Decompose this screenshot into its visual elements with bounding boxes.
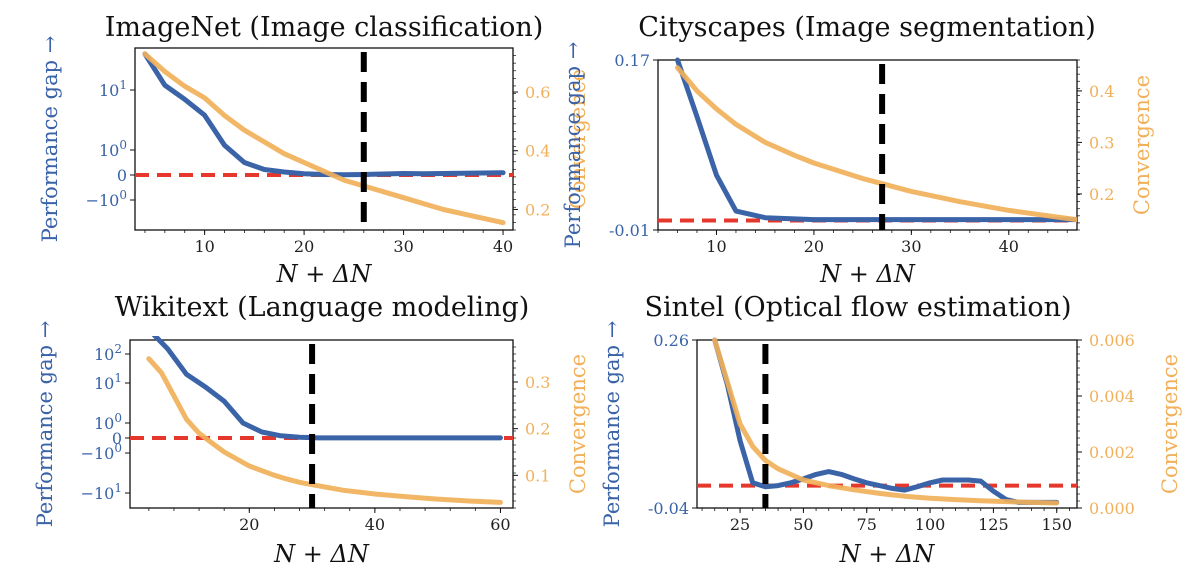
plot-data bbox=[130, 336, 513, 508]
chart-title: Sintel (Optical flow estimation) bbox=[644, 292, 1071, 323]
x-tick-label: 10 bbox=[194, 237, 214, 256]
right-tick-label: 0.006 bbox=[1089, 331, 1135, 350]
x-tick-label: 30 bbox=[393, 237, 413, 256]
left-tick-label: -0.01 bbox=[609, 221, 650, 240]
left-tick-label: 101 bbox=[99, 78, 127, 100]
x-tick-label: 60 bbox=[490, 515, 510, 534]
right-tick-label: 0.004 bbox=[1089, 387, 1135, 406]
right-tick-label: 0.2 bbox=[525, 420, 550, 439]
x-tick-label: 40 bbox=[365, 515, 385, 534]
x-tick-label: 20 bbox=[294, 237, 314, 256]
chart-title: Cityscapes (Image segmentation) bbox=[638, 12, 1096, 43]
x-tick-label: 20 bbox=[239, 515, 259, 534]
chart-title: Wikitext (Language modeling) bbox=[115, 292, 530, 323]
left-tick-label: 102 bbox=[94, 342, 122, 364]
left-tick-label: 101 bbox=[94, 371, 122, 393]
right-tick-label: 0.2 bbox=[525, 200, 550, 219]
convergence-line bbox=[142, 51, 506, 226]
performance-gap-line bbox=[142, 51, 506, 178]
left-tick-label: −101 bbox=[81, 481, 122, 503]
x-tick-label: 75 bbox=[857, 515, 877, 534]
right-tick-label: 0.2 bbox=[1089, 185, 1114, 204]
left-tick-label: 100 bbox=[94, 411, 122, 433]
x-tick-label: 30 bbox=[901, 237, 921, 256]
convergence-line bbox=[712, 337, 1060, 506]
left-tick-label: −100 bbox=[86, 188, 127, 210]
plot-data bbox=[697, 337, 1077, 508]
left-tick-label: −100 bbox=[81, 441, 122, 463]
plot-data bbox=[135, 51, 513, 230]
left-tick-label: 0.26 bbox=[653, 331, 689, 350]
performance-gap-line bbox=[712, 337, 1060, 505]
x-axis-label: N + ΔN bbox=[839, 540, 936, 568]
right-tick-label: 0.6 bbox=[525, 83, 550, 102]
plot-frame bbox=[134, 47, 514, 231]
y-axis-label-right: Convergence bbox=[566, 69, 590, 209]
right-tick-label: 0.002 bbox=[1089, 443, 1135, 462]
x-tick-label: 150 bbox=[1041, 515, 1072, 534]
y-axis-label-left: Performance gap → bbox=[561, 42, 585, 249]
x-tick-label: 40 bbox=[493, 237, 513, 256]
x-tick-label: 25 bbox=[730, 515, 750, 534]
x-tick-label: 50 bbox=[793, 515, 813, 534]
plot-frame bbox=[657, 59, 1078, 231]
right-tick-label: 0.4 bbox=[1089, 82, 1114, 101]
left-tick-label: 0 bbox=[117, 166, 127, 185]
left-tick-label: 0.17 bbox=[614, 51, 650, 70]
right-tick-label: 0.3 bbox=[525, 373, 550, 392]
x-tick-label: 10 bbox=[706, 237, 726, 256]
right-tick-label: 0.1 bbox=[525, 466, 550, 485]
y-axis-label-right: Convergence bbox=[566, 354, 590, 494]
left-tick-label: 100 bbox=[99, 138, 127, 160]
right-tick-label: 0.4 bbox=[525, 142, 550, 161]
y-axis-label-right: Convergence bbox=[1130, 75, 1154, 215]
chart-panel-1: ImageNet (Image classification) 10 20 30 40 N… bbox=[38, 12, 590, 288]
convergence-line bbox=[146, 356, 503, 505]
x-tick-label: 40 bbox=[999, 237, 1019, 256]
y-axis-label-left: Performance gap → bbox=[38, 36, 62, 243]
chart-panel-4: Sintel (Optical flow estimation) 25 50 75 10… bbox=[600, 292, 1182, 568]
plot-data bbox=[658, 57, 1077, 230]
left-tick-label: -0.04 bbox=[648, 499, 689, 518]
x-axis-label: N + ΔN bbox=[273, 540, 370, 568]
y-axis-label-left: Performance gap → bbox=[600, 321, 624, 528]
performance-gap-line bbox=[151, 336, 503, 441]
chart-title: ImageNet (Image classification) bbox=[105, 12, 544, 43]
x-tick-label: 20 bbox=[804, 237, 824, 256]
chart-panel-3: Wikitext (Language modeling) 20 40 60 N + ΔN… bbox=[33, 292, 590, 568]
x-tick-label: 125 bbox=[978, 515, 1009, 534]
performance-gap-line bbox=[675, 57, 1077, 223]
right-tick-label: 0.000 bbox=[1089, 499, 1135, 518]
left-tick-label: 0 bbox=[112, 429, 122, 448]
x-tick-label: 100 bbox=[915, 515, 946, 534]
convergence-line bbox=[675, 65, 1077, 223]
right-tick-label: 0.3 bbox=[1089, 133, 1114, 152]
y-axis-label-left: Performance gap → bbox=[33, 321, 57, 528]
chart-panel-2: Cityscapes (Image segmentation) 10 20 30 40 N… bbox=[561, 12, 1154, 288]
x-axis-label: N + ΔN bbox=[819, 260, 916, 288]
y-axis-label-right: Convergence bbox=[1158, 354, 1182, 494]
x-axis-label: N + ΔN bbox=[276, 260, 373, 288]
